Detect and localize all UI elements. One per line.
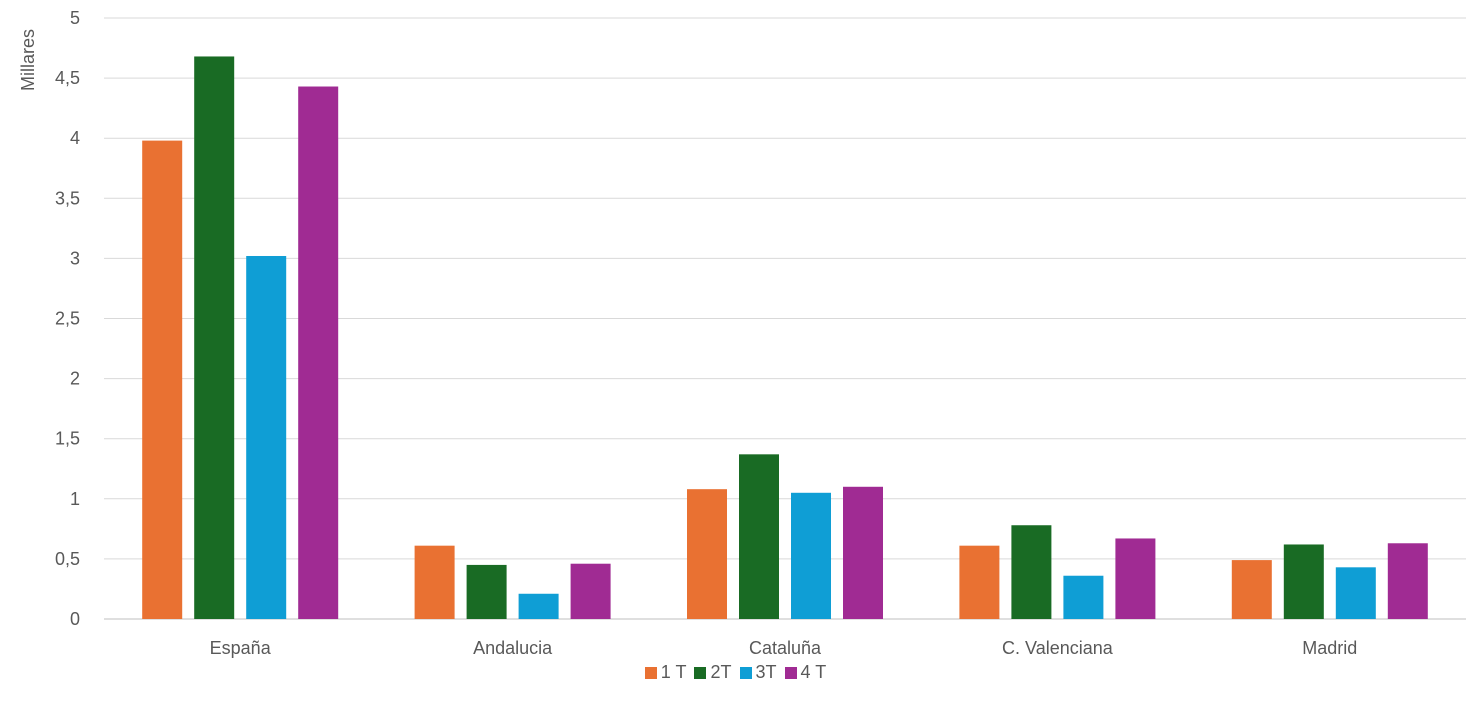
bar-4-5 — [1387, 543, 1428, 619]
legend-label: 2T — [710, 662, 732, 682]
legend-item: 2T — [694, 662, 732, 683]
bar-1-1 — [142, 140, 183, 619]
bar-1-4 — [959, 545, 1000, 619]
bar-2-4 — [1011, 525, 1052, 619]
y-tick-label: 3 — [70, 248, 80, 268]
legend-swatch — [644, 666, 657, 679]
bar-2-3 — [739, 454, 779, 619]
bar-3-3 — [791, 492, 831, 619]
bar-3-1 — [246, 255, 287, 619]
x-tick-label: Cataluña — [749, 638, 822, 658]
bars — [142, 56, 1428, 620]
y-tick-label: 1,5 — [55, 429, 80, 449]
bar-4-4 — [1115, 538, 1156, 619]
bar-2-2 — [466, 564, 507, 619]
y-tick-label: 2,5 — [55, 309, 80, 329]
bar-2-5 — [1283, 544, 1324, 619]
bar-4-3 — [843, 486, 883, 619]
x-tick-label: Madrid — [1302, 638, 1357, 658]
legend-label: 1 T — [660, 662, 687, 682]
tick-labels: 0 0,5 1 1,5 2 2,5 3 3,5 4 4,5 5 España Andalucia Cata… — [55, 8, 1357, 658]
legend-swatch — [739, 666, 752, 679]
legend-item: 4 T — [784, 662, 827, 683]
y-tick-label: 5 — [70, 8, 80, 28]
bar-3-4 — [1063, 575, 1104, 619]
bar-1-2 — [414, 545, 455, 619]
legend-item: 3T — [739, 662, 777, 683]
bar-1-5 — [1231, 560, 1272, 619]
bar-1-3 — [687, 489, 727, 619]
bar-4-2 — [570, 563, 611, 619]
y-tick-label: 4,5 — [55, 68, 80, 88]
y-tick-label: 3,5 — [55, 188, 80, 208]
y-tick-label: 2 — [70, 369, 80, 389]
y-tick-label: 4 — [70, 128, 80, 148]
legend-swatch — [784, 666, 797, 679]
y-tick-label: 0,5 — [55, 549, 80, 569]
legend: 1 T 2T 3T 4 T — [0, 662, 1471, 683]
x-tick-label: Andalucia — [473, 638, 553, 658]
x-tick-label: España — [210, 638, 272, 658]
legend-item: 1 T — [644, 662, 687, 683]
bar-4-1 — [298, 86, 339, 620]
x-tick-label: C. Valenciana — [1002, 638, 1114, 658]
legend-label: 3T — [755, 662, 777, 682]
bar-3-2 — [518, 593, 559, 619]
y-axis-label: Millares — [18, 29, 38, 91]
y-tick-label: 1 — [70, 489, 80, 509]
legend-label: 4 T — [800, 662, 827, 682]
bar-3-5 — [1335, 567, 1376, 619]
y-tick-label: 0 — [70, 609, 80, 629]
bar-2-1 — [194, 56, 235, 620]
legend-swatch — [694, 666, 707, 679]
